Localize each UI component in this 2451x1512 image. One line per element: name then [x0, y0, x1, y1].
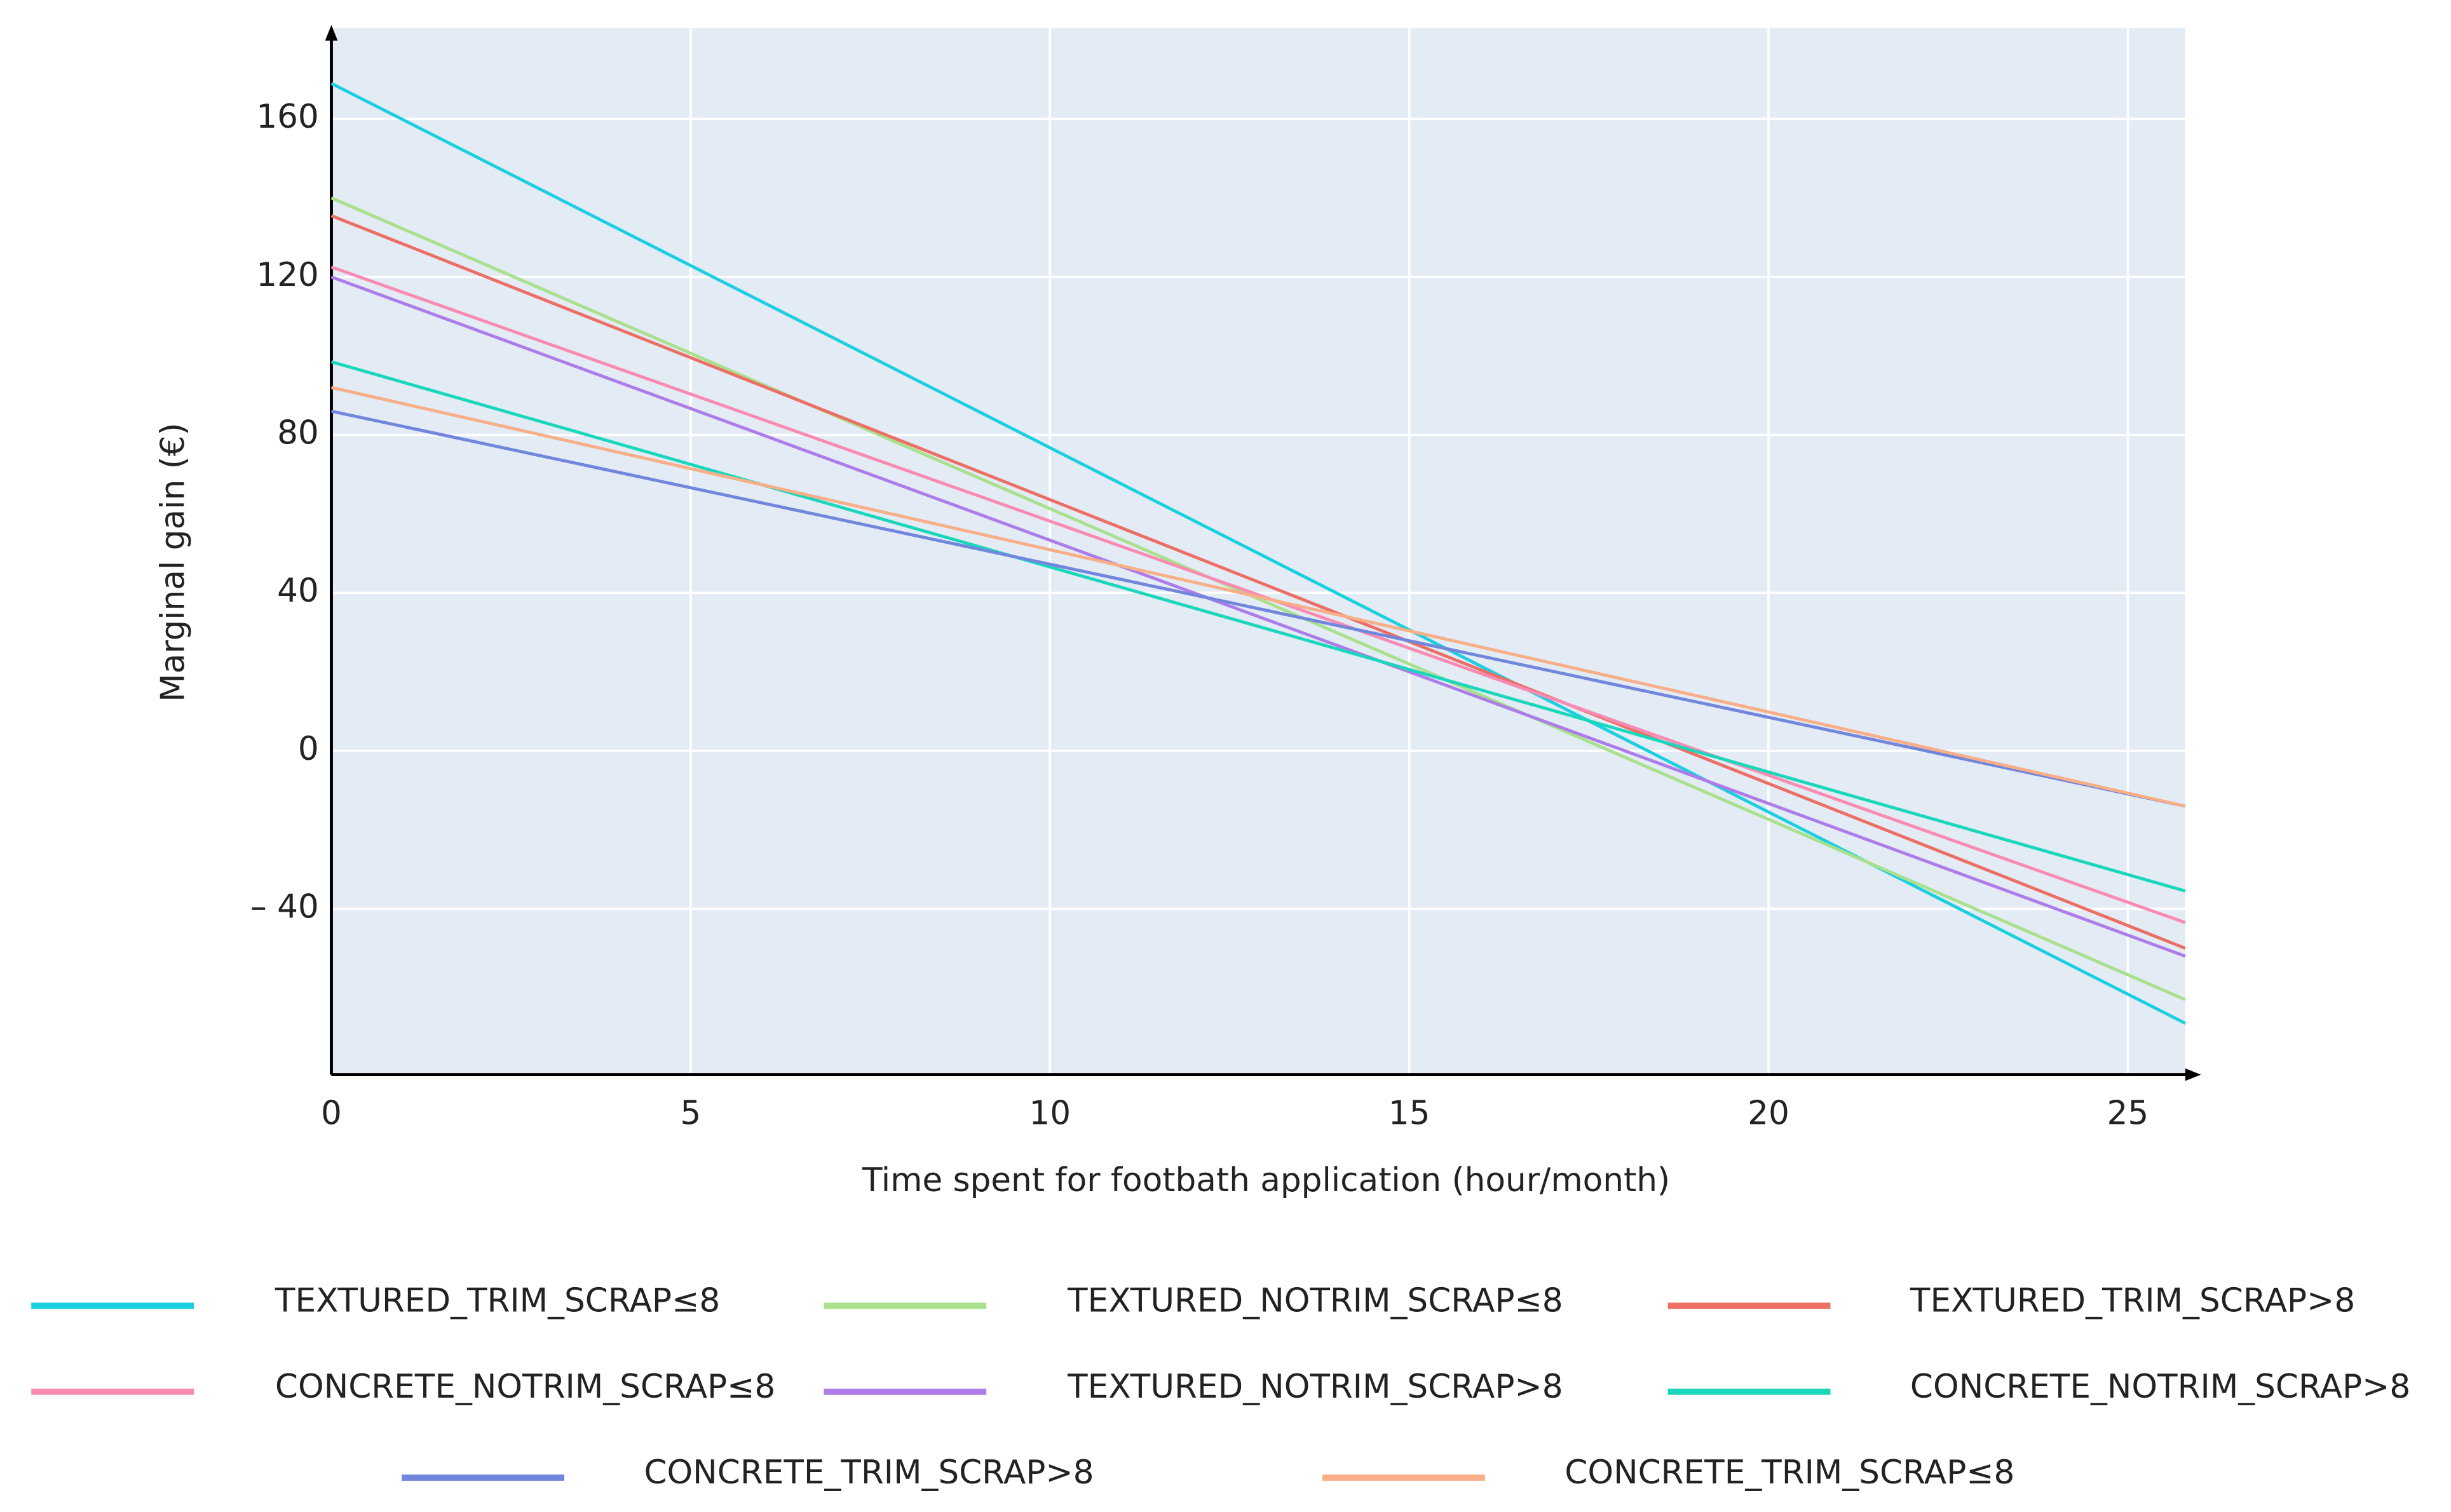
series-line [330, 214, 2186, 950]
legend-label: CONCRETE_TRIM_SCRAP>8 [644, 1454, 1094, 1492]
y-axis-label: Marginal gain (€) [154, 422, 192, 702]
series-line [330, 266, 2186, 924]
y-axis-arrow [325, 25, 338, 41]
y-tick-label: 40 [277, 572, 319, 610]
plot-area [331, 28, 2185, 1075]
legend-label: CONCRETE_NOTRIM_SCRAP≤8 [275, 1368, 775, 1406]
x-tick-label: 5 [680, 1095, 701, 1133]
series-line [330, 275, 2186, 958]
series-line [330, 386, 2186, 808]
y-tick-label: 120 [256, 256, 319, 294]
x-axis-label: Time spent for footbath application (hou… [862, 1161, 1670, 1199]
x-tick-label: 10 [1029, 1095, 1071, 1133]
series-line [330, 196, 2186, 1001]
legend-label: TEXTURED_TRIM_SCRAP≤8 [275, 1282, 720, 1320]
y-tick-label: 160 [256, 98, 319, 136]
legend-label: TEXTURED_NOTRIM_SCRAP>8 [1067, 1368, 1563, 1406]
x-tick-label: 15 [1388, 1095, 1430, 1133]
series-line [330, 409, 2186, 808]
series-line [330, 360, 2186, 893]
y-tick-label: – 40 [250, 888, 319, 926]
x-tick-label: 0 [321, 1095, 342, 1133]
legend-label: CONCRETE_NOTRIM_SCRAP>8 [1910, 1368, 2410, 1406]
legend-label: TEXTURED_TRIM_SCRAP>8 [1910, 1282, 2355, 1320]
x-tick-label: 20 [1748, 1095, 1789, 1133]
y-tick-label: 0 [298, 730, 319, 768]
y-tick-label: 80 [277, 414, 319, 452]
x-axis-arrow [2185, 1068, 2201, 1081]
legend-label: TEXTURED_NOTRIM_SCRAP≤8 [1067, 1282, 1563, 1320]
legend-label: CONCRETE_TRIM_SCRAP≤8 [1565, 1454, 2014, 1492]
x-tick-label: 25 [2107, 1095, 2149, 1133]
